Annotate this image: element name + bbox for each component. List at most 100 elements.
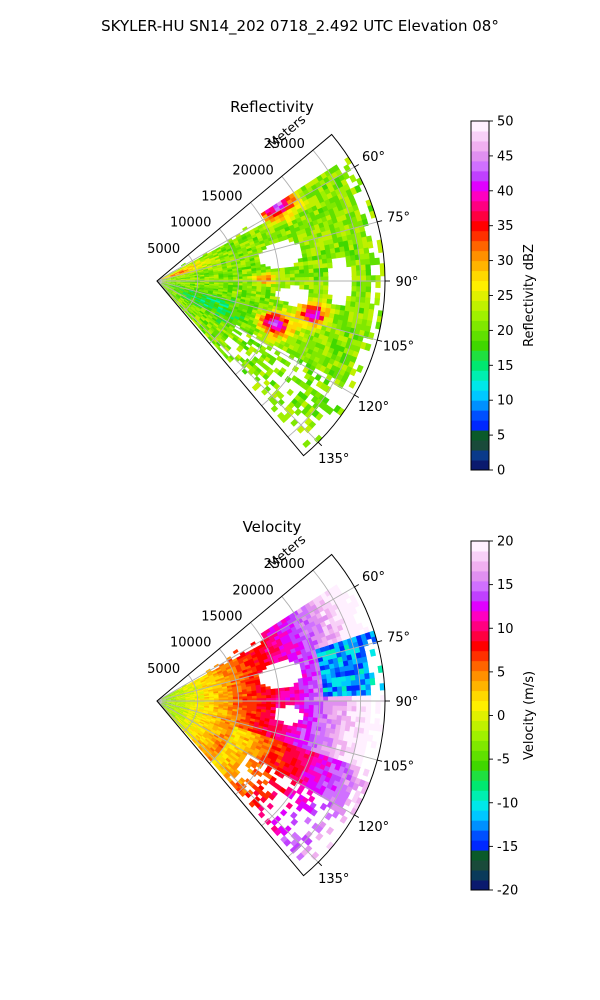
- field-cell: [222, 251, 229, 256]
- field-cell: [214, 301, 221, 306]
- field-cell: [359, 253, 366, 261]
- field-cell: [189, 705, 196, 708]
- field-cell: [207, 742, 213, 748]
- field-cell: [199, 721, 205, 726]
- field-cell: [319, 665, 326, 672]
- field-cell: [242, 276, 248, 280]
- field-cell: [256, 234, 263, 240]
- field-cell: [207, 672, 214, 677]
- field-cell: [232, 657, 238, 663]
- field-cell: [198, 325, 204, 331]
- field-cell: [261, 275, 267, 279]
- field-cell: [365, 706, 372, 714]
- field-cell: [202, 724, 209, 729]
- field-cell: [261, 221, 268, 228]
- field-cell: [342, 696, 348, 702]
- field-cell: [248, 748, 255, 754]
- field-cell: [203, 707, 210, 710]
- field-cell: [178, 269, 184, 273]
- field-cell: [160, 703, 166, 708]
- figure-title: SKYLER-HU SN14_202 0718_2.492 UTC Elevat…: [101, 17, 499, 36]
- field-cell: [300, 834, 310, 843]
- field-cell: [315, 825, 324, 834]
- field-cell: [308, 701, 315, 706]
- field-cell: [165, 284, 171, 287]
- field-cell: [175, 282, 182, 285]
- field-cell: [223, 282, 229, 286]
- field-cell: [229, 722, 235, 727]
- field-cell: [347, 659, 354, 667]
- field-cell: [262, 321, 269, 328]
- field-cell: [304, 410, 313, 419]
- field-cell: [216, 293, 223, 297]
- field-cell: [174, 287, 180, 290]
- field-cell: [168, 289, 173, 293]
- reflectivity-title: Reflectivity: [230, 98, 314, 116]
- field-cell: [229, 255, 235, 260]
- field-cell: [270, 271, 277, 276]
- field-cell: [213, 343, 220, 349]
- field-cell: [313, 705, 319, 711]
- field-cell: [216, 309, 222, 314]
- field-cell: [187, 730, 192, 736]
- field-cell: [333, 242, 340, 250]
- field-cell: [183, 268, 189, 271]
- field-cell: [192, 723, 198, 728]
- field-cell: [185, 732, 190, 737]
- field-cell: [369, 678, 376, 686]
- field-cell: [217, 316, 224, 322]
- field-cell: [237, 727, 244, 732]
- field-cell: [289, 270, 295, 275]
- field-cell: [220, 311, 226, 317]
- field-cell: [321, 254, 328, 261]
- field-cell: [338, 807, 347, 817]
- field-cell: [279, 687, 286, 692]
- angle-spoke: [156, 221, 378, 282]
- field-cell: [368, 672, 375, 680]
- field-cell: [332, 686, 338, 693]
- field-cell: [204, 325, 211, 331]
- field-cell: [186, 714, 193, 718]
- field-cell: [228, 754, 235, 760]
- field-cell: [351, 695, 357, 703]
- field-cell: [168, 709, 173, 714]
- field-cell: [246, 691, 253, 695]
- field-cell: [172, 712, 177, 716]
- field-cell: [308, 264, 314, 270]
- field-cell: [168, 289, 173, 294]
- field-cell: [313, 285, 319, 291]
- field-cell: [359, 302, 366, 310]
- field-cell: [261, 283, 267, 288]
- field-cell: [360, 291, 367, 299]
- colorbar-swatch: [471, 590, 489, 602]
- field-cell: [204, 332, 210, 339]
- field-cell: [176, 713, 182, 717]
- field-cell: [315, 380, 324, 389]
- field-cell: [319, 802, 328, 811]
- colorbar-swatch: [471, 180, 489, 192]
- field-cell: [182, 266, 188, 270]
- field-cell: [189, 285, 196, 288]
- field-cell: [203, 739, 209, 745]
- field-cell: [198, 311, 204, 317]
- field-cell: [264, 818, 272, 826]
- field-cell: [303, 685, 309, 691]
- field-cell: [196, 295, 203, 299]
- field-cell: [201, 315, 207, 321]
- field-cell: [211, 307, 218, 312]
- field-cell: [175, 706, 181, 709]
- field-cell: [179, 691, 185, 694]
- field-cell: [300, 400, 309, 409]
- field-cell: [203, 290, 209, 294]
- field-cell: [197, 740, 203, 746]
- field-cell: [312, 259, 319, 266]
- field-cell: [229, 720, 236, 725]
- field-cell: [265, 706, 272, 711]
- field-cell: [201, 735, 207, 741]
- field-cell: [192, 317, 198, 323]
- field-cell: [339, 815, 348, 824]
- field-cell: [212, 735, 219, 741]
- field-cell: [165, 695, 171, 698]
- field-cell: [176, 301, 181, 306]
- field-cell: [339, 305, 346, 312]
